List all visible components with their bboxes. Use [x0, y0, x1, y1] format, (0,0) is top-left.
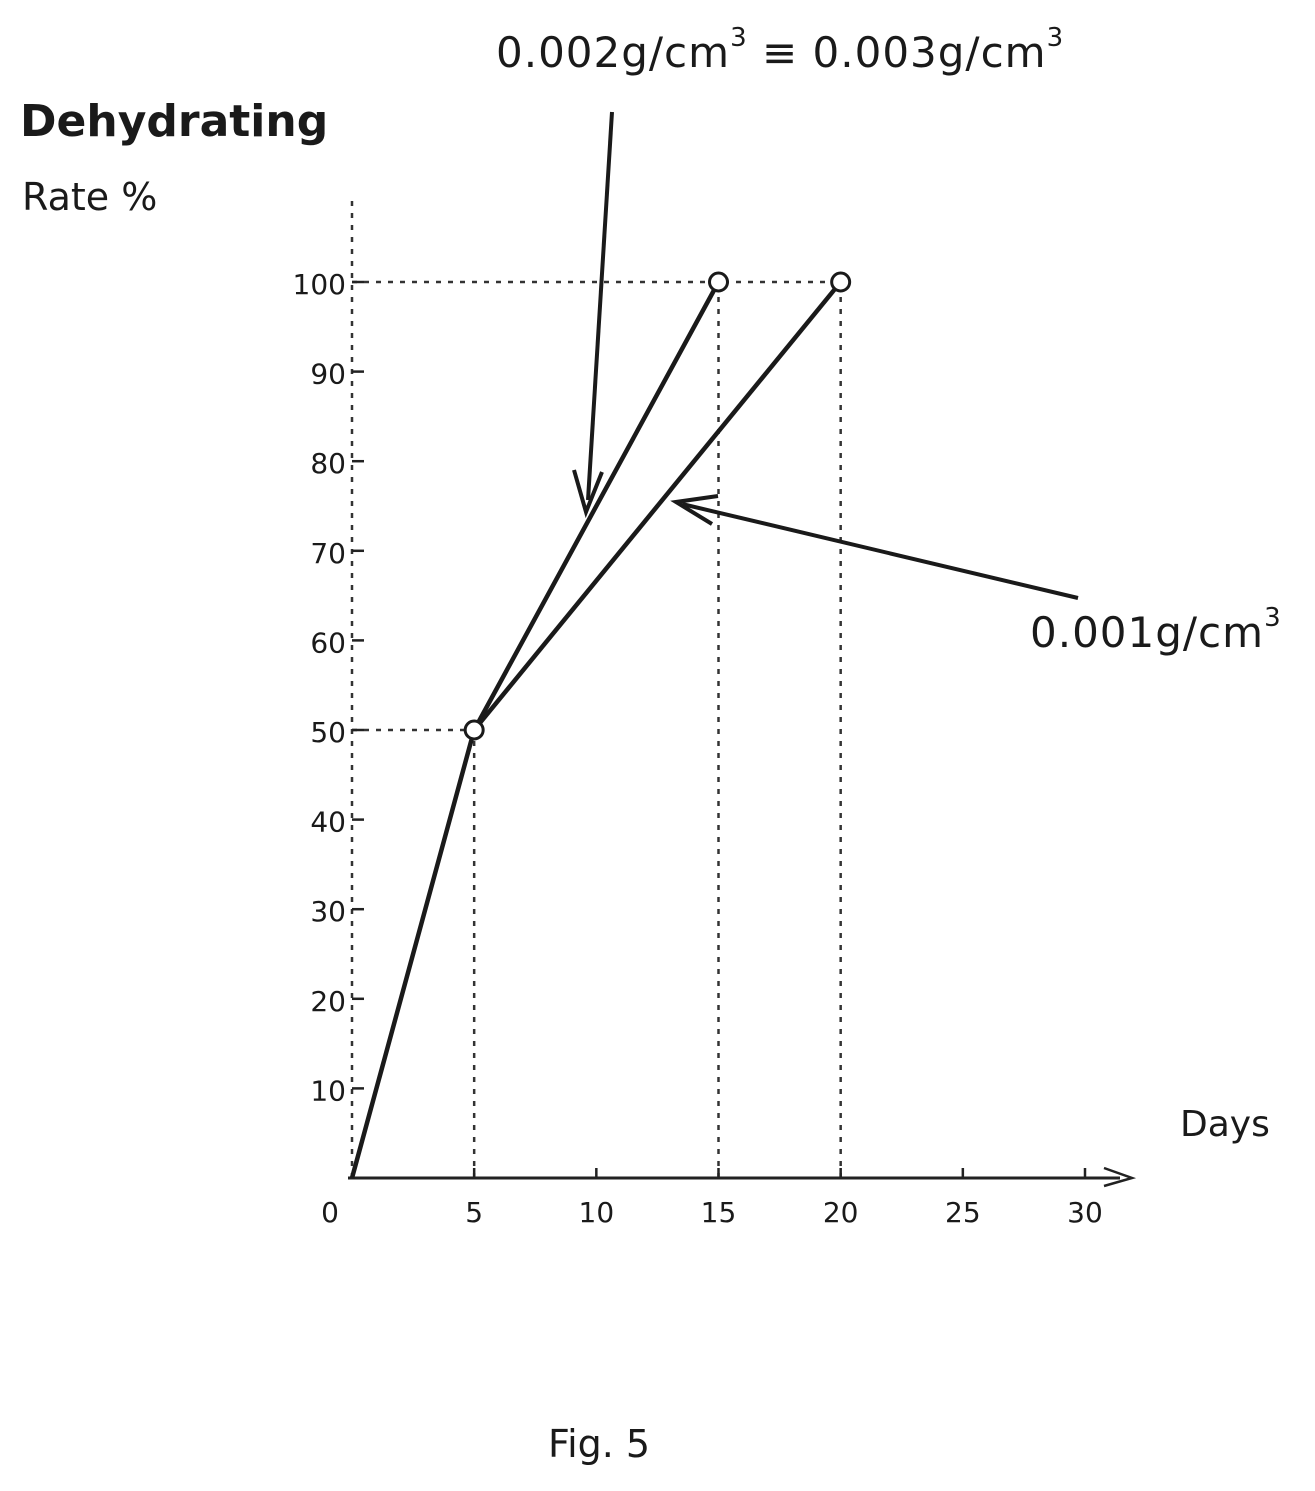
y-tick-label-100: 100 [293, 268, 346, 301]
x-tick-label-20: 20 [823, 1196, 859, 1229]
x-tick-label-25: 25 [945, 1196, 981, 1229]
annotation-right: 0.001g/cm3 [1030, 603, 1282, 657]
point-marker-20-100 [830, 271, 852, 293]
y-tick-label-20: 20 [310, 985, 346, 1018]
x-tick-label-15: 15 [701, 1196, 737, 1229]
arrow-right-head [670, 494, 719, 526]
series-line-0 [349, 280, 721, 1179]
y-tick-label-70: 70 [310, 537, 346, 570]
y-axis-label-line1: Dehydrating [20, 96, 329, 147]
point-marker-15-100 [708, 271, 729, 293]
annotation-top-part2: 0.003g/cm [812, 28, 1047, 77]
x-tick-label-10: 10 [579, 1196, 615, 1229]
annotation-right-text: 0.001g/cm [1030, 608, 1265, 657]
series-line-1 [472, 280, 843, 732]
x-tick-label-5: 5 [465, 1196, 483, 1229]
y-tick-label-80: 80 [310, 447, 346, 480]
arrow-top-head [572, 469, 604, 519]
y-tick-label-50: 50 [310, 716, 346, 749]
arrow-top-shaft [586, 111, 614, 501]
y-tick-label-60: 60 [310, 626, 346, 659]
y-axis-label-line2: Rate % [22, 175, 158, 219]
annotation-right-sup: 3 [1264, 603, 1282, 633]
annotation-top-sup1: 3 [730, 23, 748, 53]
x-tick-label-0: 0 [321, 1196, 339, 1229]
y-tick-label-40: 40 [310, 806, 346, 839]
annotation-top: 0.002g/cm3 ≡ 0.003g/cm3 [496, 23, 1064, 77]
y-tick-label-90: 90 [310, 358, 346, 391]
annotation-top-part1: 0.002g/cm [496, 28, 731, 77]
x-axis-arrowhead [1103, 1166, 1137, 1188]
x-axis-label: Days [1180, 1104, 1270, 1145]
point-marker-5-50 [463, 719, 485, 741]
annotation-top-sup2: 3 [1046, 23, 1065, 53]
y-tick-label-10: 10 [310, 1074, 346, 1107]
figure-caption: Fig. 5 [548, 1422, 651, 1466]
y-tick-label-30: 30 [310, 895, 346, 928]
annotation-top-separator: ≡ [761, 28, 799, 77]
x-tick-label-30: 30 [1067, 1196, 1103, 1229]
arrow-right-shaft [681, 502, 1079, 600]
